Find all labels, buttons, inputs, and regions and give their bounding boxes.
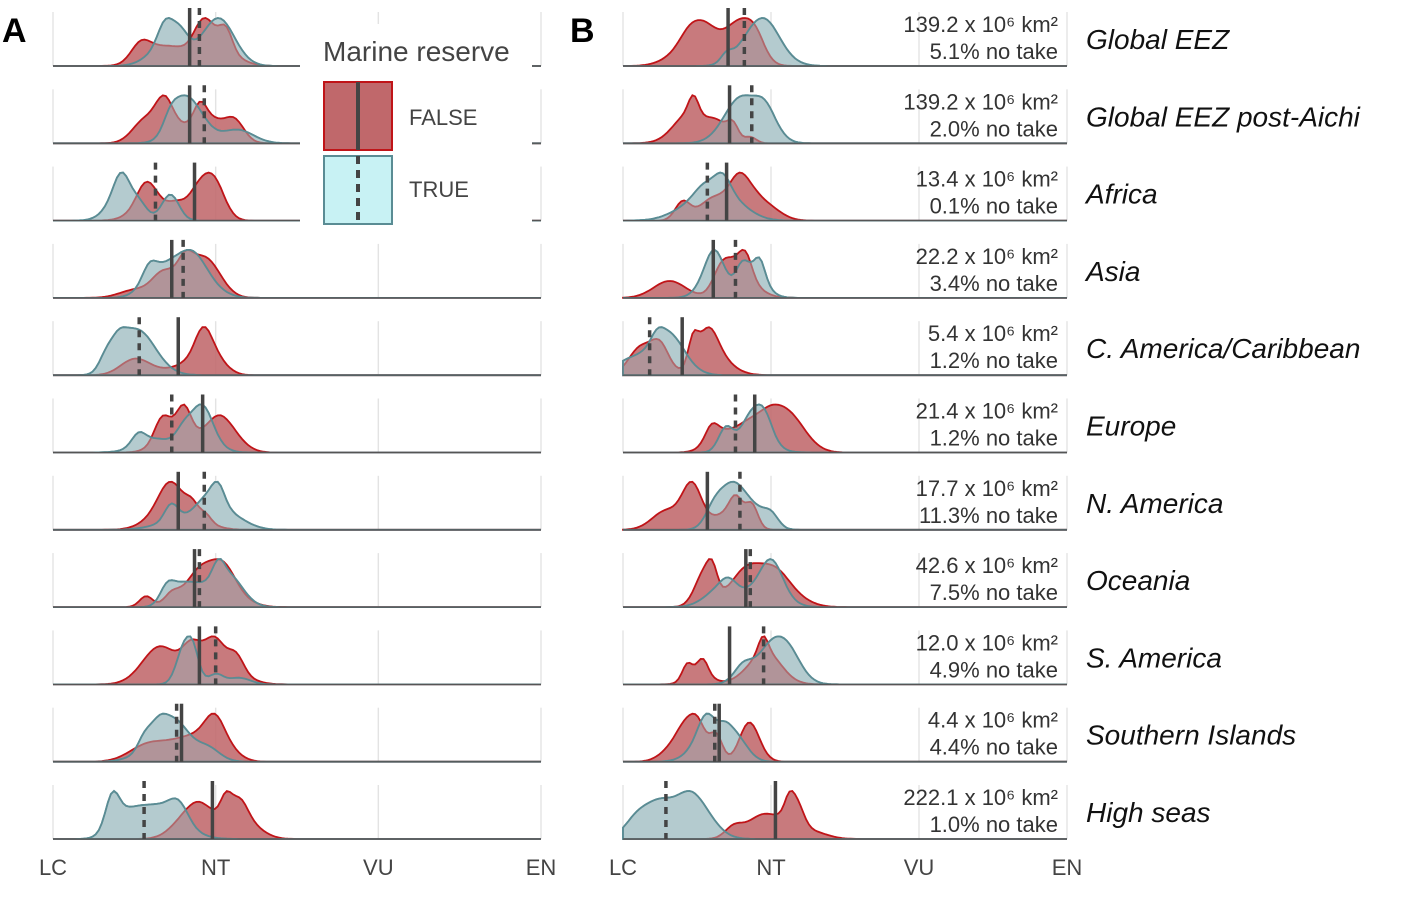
- region-label: Asia: [1084, 256, 1140, 287]
- stat-no-take: 1.2% no take: [930, 426, 1058, 451]
- stat-area: 22.2 x 10⁶ km²: [916, 244, 1058, 269]
- density-true-overlap: [53, 480, 541, 531]
- stat-area: 12.0 x 10⁶ km²: [916, 630, 1058, 655]
- region-label: Africa: [1084, 179, 1158, 210]
- stat-area: 21.4 x 10⁶ km²: [916, 399, 1058, 424]
- x-tick-label: NT: [201, 855, 230, 880]
- stat-area: 5.4 x 10⁶ km²: [928, 321, 1058, 346]
- region-label: Global EEZ: [1086, 24, 1230, 55]
- stat-no-take: 4.4% no take: [930, 735, 1058, 760]
- ridge-row: [52, 703, 542, 763]
- region-label: N. America: [1086, 488, 1223, 519]
- panel-letter-b: B: [570, 12, 595, 50]
- region-label: Oceania: [1086, 565, 1190, 596]
- stat-area: 13.4 x 10⁶ km²: [916, 167, 1058, 192]
- ridge-row: [52, 626, 542, 686]
- ridge-row: [52, 471, 542, 531]
- region-label: C. America/Caribbean: [1086, 333, 1360, 364]
- stat-no-take: 1.0% no take: [930, 812, 1058, 837]
- density-true-overlap: [53, 789, 541, 840]
- x-tick-label: NT: [756, 855, 785, 880]
- ridge-row: [52, 317, 542, 377]
- region-label: Europe: [1086, 411, 1176, 442]
- ridge-row: [52, 239, 542, 299]
- legend-label-true: TRUE: [409, 177, 469, 202]
- region-label: S. America: [1086, 642, 1222, 673]
- panel-letter-a: A: [2, 12, 27, 50]
- stat-no-take: 1.2% no take: [930, 348, 1058, 373]
- stat-no-take: 7.5% no take: [930, 580, 1058, 605]
- x-tick-label: VU: [904, 855, 935, 880]
- ridge-row: [52, 549, 542, 608]
- x-tick-label: LC: [609, 855, 637, 880]
- legend-title: Marine reserve: [323, 36, 510, 67]
- x-tick-label: VU: [363, 855, 394, 880]
- density-false: [53, 712, 541, 763]
- region-label: High seas: [1086, 797, 1211, 828]
- x-tick-label: EN: [526, 855, 557, 880]
- stat-no-take: 3.4% no take: [930, 271, 1058, 296]
- stat-no-take: 4.9% no take: [930, 657, 1058, 682]
- density-true-overlap: [53, 558, 541, 608]
- density-true-overlap: [53, 403, 541, 454]
- region-label: Global EEZ post-Aichi: [1086, 101, 1361, 132]
- stat-area: 222.1 x 10⁶ km²: [903, 785, 1058, 810]
- density-false: [53, 635, 541, 686]
- ridge-row: [52, 394, 542, 454]
- stat-no-take: 2.0% no take: [930, 116, 1058, 141]
- density-false: [53, 480, 541, 531]
- density-true: [53, 480, 541, 531]
- stat-no-take: 5.1% no take: [930, 39, 1058, 64]
- stat-area: 42.6 x 10⁶ km²: [916, 553, 1058, 578]
- density-true: [53, 558, 541, 608]
- density-true-overlap: [53, 326, 541, 377]
- density-true: [53, 635, 541, 686]
- stat-area: 139.2 x 10⁶ km²: [903, 89, 1058, 114]
- panel-a: LC NT VU EN: [39, 8, 556, 880]
- stat-area: 139.2 x 10⁶ km²: [903, 12, 1058, 37]
- stat-area: 4.4 x 10⁶ km²: [928, 708, 1058, 733]
- x-tick-label: EN: [1052, 855, 1083, 880]
- region-label: Southern Islands: [1086, 720, 1296, 751]
- density-false: [53, 248, 541, 299]
- stat-no-take: 0.1% no take: [930, 194, 1058, 219]
- x-tick-label: LC: [39, 855, 67, 880]
- legend: Marine reserve FALSE TRUE: [300, 24, 532, 234]
- ridge-row: [52, 781, 542, 840]
- stat-no-take: 11.3% no take: [919, 503, 1058, 528]
- density-false: [53, 558, 541, 608]
- legend-label-false: FALSE: [409, 105, 477, 130]
- density-true-overlap: [53, 635, 541, 686]
- stat-area: 17.7 x 10⁶ km²: [916, 476, 1058, 501]
